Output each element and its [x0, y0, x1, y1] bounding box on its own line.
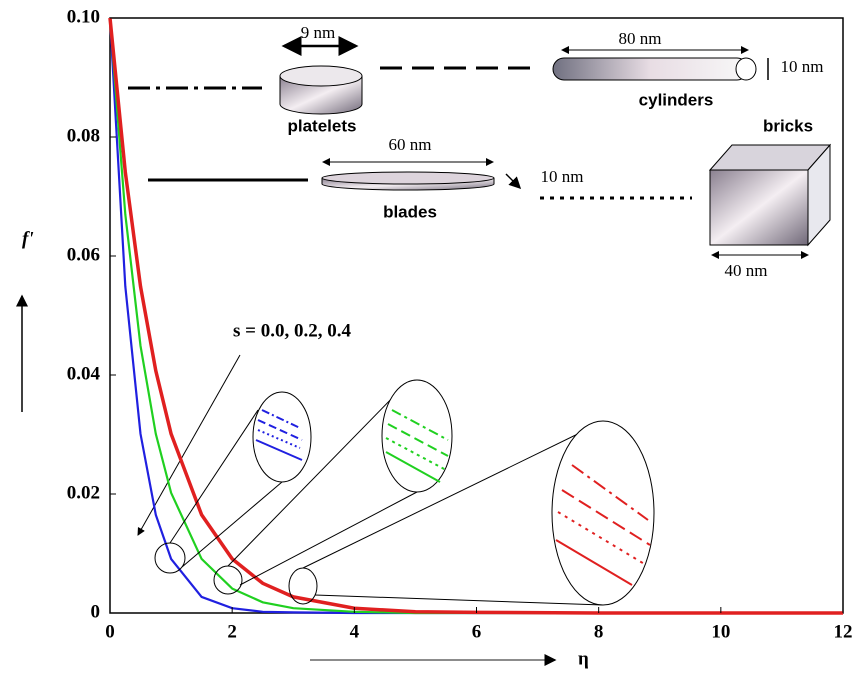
annotation: 10 nm	[781, 57, 824, 76]
annotation: blades	[383, 202, 437, 221]
x-tick-label: 0	[105, 621, 115, 642]
plot-frame	[109, 17, 844, 614]
annotation: bricks	[763, 116, 813, 135]
x-axis-label: η	[578, 648, 589, 669]
y-tick-label: 0.02	[67, 482, 100, 503]
illustrations	[16, 36, 832, 666]
x-tick-label: 6	[472, 621, 482, 642]
annotation: 40 nm	[725, 261, 768, 280]
x-tick-label: 4	[350, 621, 360, 642]
y-tick-label: 0	[91, 601, 101, 622]
annotation: 10 nm	[541, 167, 584, 186]
annotation: cylinders	[639, 90, 714, 109]
x-tick-label: 8	[594, 621, 604, 642]
y-tick-label: 0.08	[67, 125, 100, 146]
y-tick-label: 0.04	[67, 363, 101, 384]
y-axis-label: f'	[22, 228, 34, 249]
y-tick-label: 0.06	[67, 244, 100, 265]
magnifiers	[154, 379, 655, 606]
x-tick-label: 12	[834, 621, 853, 642]
y-tick-label: 0.10	[67, 6, 100, 27]
series-line	[108, 17, 843, 615]
series-line	[108, 17, 843, 615]
annotation: 80 nm	[619, 29, 662, 48]
x-tick-label: 2	[227, 621, 237, 642]
series-line	[108, 17, 843, 615]
annotation: 9 nm	[301, 23, 335, 42]
x-tick-label: 10	[711, 621, 730, 642]
annotation: s = 0.0, 0.2, 0.4	[233, 320, 351, 341]
annotation: 60 nm	[389, 135, 432, 154]
annotation: platelets	[288, 116, 357, 135]
